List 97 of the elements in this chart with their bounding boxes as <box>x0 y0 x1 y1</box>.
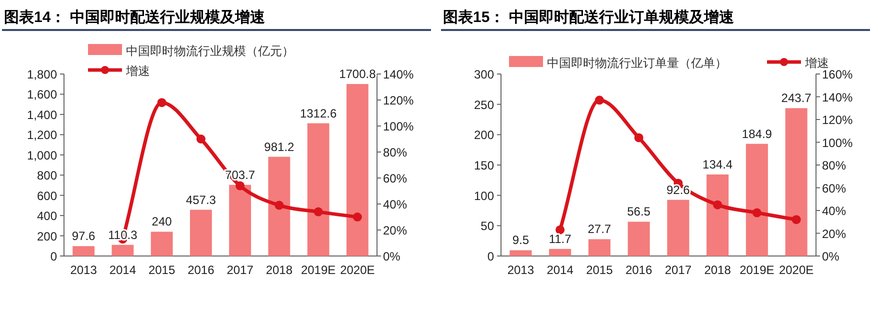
bar <box>229 184 252 256</box>
y2-tick-label: 100% <box>383 120 414 134</box>
bar <box>72 246 95 256</box>
legend-label: 增速 <box>125 64 150 78</box>
data-label: 1312.6 <box>300 106 337 120</box>
data-label: 56.5 <box>627 204 651 219</box>
y2-tick-label: 60% <box>383 172 408 186</box>
data-label: 240 <box>152 214 172 229</box>
y2-tick-label: 120% <box>822 113 854 127</box>
data-label: 243.7 <box>781 91 812 106</box>
chart-title: 图表14： 中国即时配送行业规模及增速 <box>4 9 266 26</box>
data-label: 134.4 <box>702 157 733 172</box>
y2-tick-label: 0% <box>383 250 401 264</box>
point <box>157 98 166 108</box>
y-tick-label: 600 <box>36 188 58 203</box>
point <box>556 225 565 234</box>
bar <box>307 123 330 256</box>
point <box>752 208 762 218</box>
legend-label: 中国即时物流行业订单量（亿单） <box>547 56 727 70</box>
y2-tick-label: 40% <box>822 204 846 218</box>
point <box>792 215 801 224</box>
point <box>634 133 644 142</box>
x-tick-label: 2018 <box>704 263 732 277</box>
y-tick-label: 200 <box>36 229 58 244</box>
bar <box>785 108 808 256</box>
point <box>274 200 284 210</box>
y-tick-label: 0 <box>50 250 58 264</box>
point <box>594 96 604 105</box>
data-label: 9.5 <box>512 233 530 248</box>
bar <box>746 144 768 256</box>
data-label: 457.3 <box>186 192 216 207</box>
bar <box>628 222 650 256</box>
bar <box>588 239 610 256</box>
bar <box>667 200 690 256</box>
y2-tick-label: 20% <box>822 226 846 241</box>
y-tick-label: 100 <box>474 188 494 203</box>
x-tick-label: 2013 <box>507 263 534 277</box>
legend-label: 中国即时物流行业规模（亿元） <box>126 44 294 58</box>
y-tick-label: 300 <box>474 68 494 82</box>
x-tick-label: 2017 <box>664 263 692 277</box>
chart-title: 图表15： 中国即时配送行业订单规模及增速 <box>443 9 735 26</box>
point <box>352 212 362 222</box>
data-label: 1700.8 <box>339 67 376 82</box>
y2-tick-label: 160% <box>822 68 854 82</box>
point <box>713 200 722 210</box>
x-tick-label: 2016 <box>625 263 652 277</box>
point <box>196 134 206 144</box>
bar <box>190 210 212 256</box>
point <box>314 207 323 216</box>
y-tick-label: 150 <box>474 158 494 172</box>
y-tick-label: 200 <box>474 128 494 142</box>
x-tick-label: 2017 <box>226 263 254 277</box>
x-tick-label: 2018 <box>266 263 293 277</box>
y-tick-label: 250 <box>474 98 494 112</box>
x-tick-label: 2015 <box>148 263 176 277</box>
bar <box>112 244 134 256</box>
x-tick-label: 2014 <box>546 263 574 277</box>
y2-tick-label: 80% <box>822 158 846 172</box>
x-tick-label: 2016 <box>188 263 215 277</box>
y2-tick-label: 80% <box>383 146 408 160</box>
data-label: 11.7 <box>548 232 572 246</box>
x-tick-label: 2015 <box>586 263 614 277</box>
y-tick-label: 50 <box>480 219 494 234</box>
bar <box>510 250 532 256</box>
x-tick-label: 2019E <box>740 263 774 277</box>
data-label: 97.6 <box>72 229 96 244</box>
x-tick-label: 2020E <box>340 263 375 277</box>
y2-tick-label: 20% <box>383 224 408 238</box>
bar <box>150 232 173 256</box>
bar <box>706 174 729 256</box>
data-label: 27.7 <box>588 222 612 236</box>
x-tick-label: 2013 <box>70 263 98 277</box>
y-tick-label: 1,400 <box>26 108 58 122</box>
data-label: 184.9 <box>742 126 772 141</box>
y-tick-label: 1,000 <box>26 148 58 162</box>
x-tick-label: 2019E <box>300 263 336 277</box>
y-tick-label: 1,800 <box>26 68 58 82</box>
data-label: 981.2 <box>264 140 295 154</box>
y2-tick-label: 140% <box>383 68 414 82</box>
y2-tick-label: 140% <box>822 90 854 104</box>
point <box>236 181 245 190</box>
y2-tick-label: 40% <box>383 198 408 212</box>
bar <box>549 248 572 256</box>
y-tick-label: 1,600 <box>26 88 58 102</box>
y-tick-label: 400 <box>36 209 58 224</box>
legend-label: 增速 <box>804 56 829 70</box>
x-tick-label: 2014 <box>109 263 136 277</box>
y-tick-label: 800 <box>36 168 58 183</box>
bar <box>268 156 290 256</box>
y2-tick-label: 120% <box>383 94 414 108</box>
y2-tick-label: 0% <box>822 250 840 264</box>
y-tick-label: 0 <box>487 250 494 264</box>
x-tick-label: 2020E <box>778 263 814 277</box>
y2-tick-label: 60% <box>822 181 846 196</box>
y-tick-label: 1,200 <box>26 128 58 142</box>
bar <box>346 84 368 256</box>
y2-tick-label: 100% <box>822 136 854 150</box>
